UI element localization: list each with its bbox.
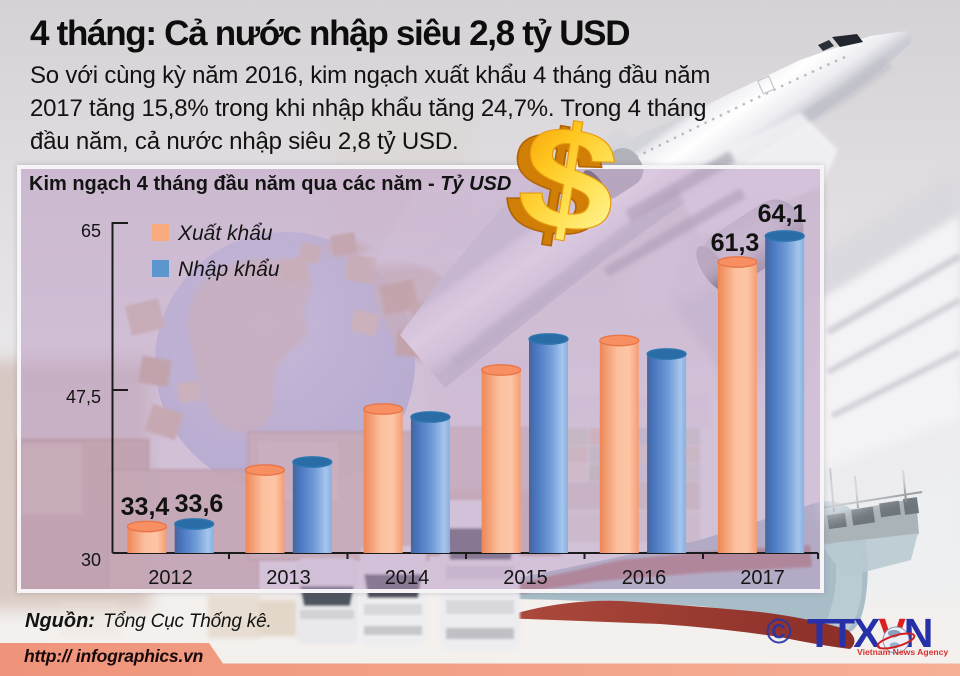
svg-text:61,3: 61,3 <box>711 229 760 257</box>
svg-text:2017: 2017 <box>740 567 785 589</box>
svg-text:65: 65 <box>81 221 101 241</box>
svg-text:http:// infographics.vn: http:// infographics.vn <box>24 646 203 666</box>
svg-text:30: 30 <box>81 550 101 570</box>
svg-text:Xuất khẩu: Xuất khẩu <box>177 222 273 245</box>
svg-text:64,1: 64,1 <box>758 200 807 228</box>
svg-text:Vietnam News Agency: Vietnam News Agency <box>857 647 948 657</box>
svg-text:2012: 2012 <box>148 567 193 589</box>
svg-text:33,6: 33,6 <box>175 490 224 518</box>
svg-text:2016: 2016 <box>622 567 667 589</box>
svg-text:47,5: 47,5 <box>66 387 101 407</box>
svg-text:Nhập khẩu: Nhập khẩu <box>178 258 280 281</box>
svg-text:Tổng Cục Thống kê.: Tổng Cục Thống kê. <box>103 611 272 632</box>
svg-text:Kim ngạch 4 tháng đầu năm qua: Kim ngạch 4 tháng đầu năm qua các năm - … <box>29 173 511 195</box>
svg-text:©: © <box>766 612 792 651</box>
svg-text:2015: 2015 <box>503 567 548 589</box>
svg-text:Nguồn:: Nguồn: <box>25 610 95 632</box>
svg-text:2014: 2014 <box>385 567 430 589</box>
svg-text:2013: 2013 <box>266 567 311 589</box>
svg-text:33,4: 33,4 <box>121 493 170 521</box>
